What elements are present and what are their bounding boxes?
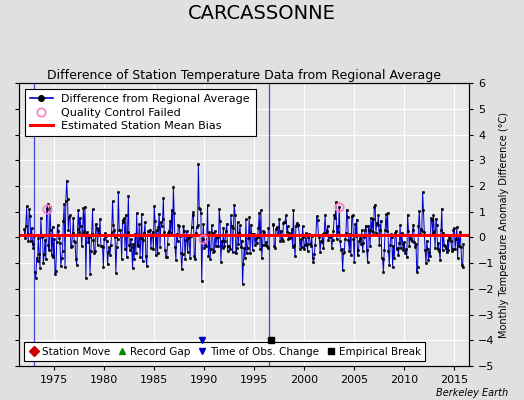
Title: Difference of Station Temperature Data from Regional Average: Difference of Station Temperature Data f… [47,69,441,82]
Text: Berkeley Earth: Berkeley Earth [436,388,508,398]
Text: CARCASSONNE: CARCASSONNE [188,4,336,23]
Y-axis label: Monthly Temperature Anomaly Difference (°C): Monthly Temperature Anomaly Difference (… [499,112,509,338]
Legend: Station Move, Record Gap, Time of Obs. Change, Empirical Break: Station Move, Record Gap, Time of Obs. C… [25,342,425,361]
